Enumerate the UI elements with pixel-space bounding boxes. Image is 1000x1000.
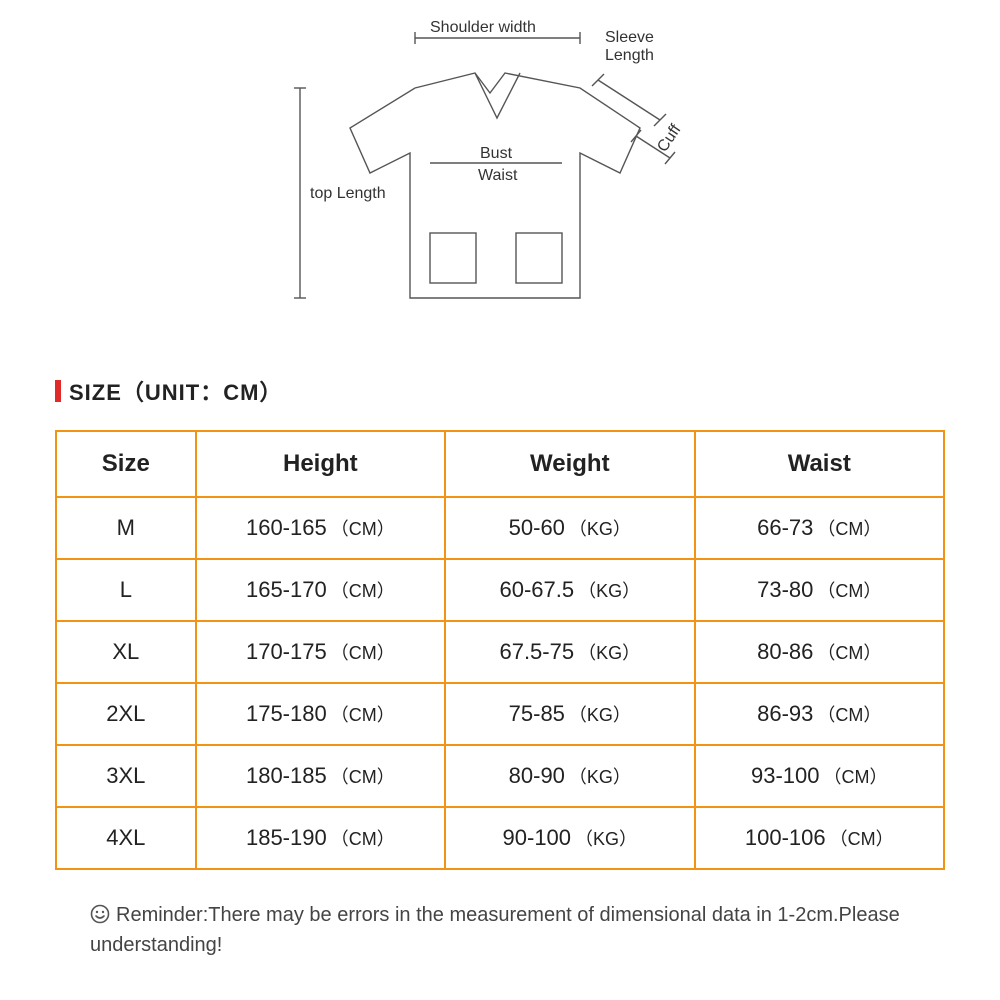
cell-height: 160-165 （CM） xyxy=(196,497,445,559)
cell-weight-unit: （KG） xyxy=(575,825,637,851)
cell-weight-unit: （KG） xyxy=(569,763,631,789)
cell-height-value: 170-175 xyxy=(246,639,327,665)
table-row: XL170-175 （CM）67.5-75 （KG）80-86 （CM） xyxy=(56,621,944,683)
cell-waist-unit: （CM） xyxy=(830,825,894,851)
col-header-weight: Weight xyxy=(445,431,694,497)
cell-waist-unit: （CM） xyxy=(817,515,881,541)
size-label: 4XL xyxy=(106,825,145,850)
col-header-waist: Waist xyxy=(695,431,944,497)
title-accent-bar xyxy=(55,380,61,402)
cell-waist-value: 93-100 xyxy=(751,763,820,789)
cell-weight-value: 60-67.5 xyxy=(499,577,574,603)
cell-height-unit: （CM） xyxy=(331,825,395,851)
cell-weight: 67.5-75 （KG） xyxy=(445,621,694,683)
size-table: Size Height Weight Waist M160-165 （CM）50… xyxy=(55,430,945,870)
cell-height: 185-190 （CM） xyxy=(196,807,445,869)
cell-waist: 80-86 （CM） xyxy=(695,621,944,683)
cell-weight-unit: （KG） xyxy=(578,639,640,665)
cell-size: 4XL xyxy=(56,807,196,869)
top-length-label: top Length xyxy=(310,185,386,202)
garment-diagram: Shoulder width Sleeve Length Cuff Bust W… xyxy=(280,18,700,308)
cell-weight: 80-90 （KG） xyxy=(445,745,694,807)
cell-weight: 90-100 （KG） xyxy=(445,807,694,869)
cell-weight-value: 50-60 xyxy=(509,515,565,541)
sleeve-length-label-1: Sleeve xyxy=(605,29,654,46)
cell-height: 180-185 （CM） xyxy=(196,745,445,807)
smile-icon xyxy=(90,903,110,923)
cell-waist: 86-93 （CM） xyxy=(695,683,944,745)
size-label: L xyxy=(120,577,132,602)
cell-waist-unit: （CM） xyxy=(824,763,888,789)
cell-size: 3XL xyxy=(56,745,196,807)
cell-height-unit: （CM） xyxy=(331,639,395,665)
cell-size: XL xyxy=(56,621,196,683)
cell-weight-value: 80-90 xyxy=(509,763,565,789)
cell-height-unit: （CM） xyxy=(331,515,395,541)
cell-waist: 100-106 （CM） xyxy=(695,807,944,869)
size-label: 2XL xyxy=(106,701,145,726)
cell-height-value: 185-190 xyxy=(246,825,327,851)
cell-waist-value: 86-93 xyxy=(757,701,813,727)
cell-weight: 60-67.5 （KG） xyxy=(445,559,694,621)
cell-height: 170-175 （CM） xyxy=(196,621,445,683)
cell-weight-unit: （KG） xyxy=(569,701,631,727)
bust-label: Bust xyxy=(480,145,513,162)
cell-waist-unit: （CM） xyxy=(817,701,881,727)
cell-weight-value: 90-100 xyxy=(503,825,572,851)
reminder-text: Reminder:There may be errors in the meas… xyxy=(90,900,910,960)
size-label: M xyxy=(117,515,135,540)
cell-height-value: 165-170 xyxy=(246,577,327,603)
cell-waist: 66-73 （CM） xyxy=(695,497,944,559)
cell-size: 2XL xyxy=(56,683,196,745)
col-header-height: Height xyxy=(196,431,445,497)
cell-height-value: 160-165 xyxy=(246,515,327,541)
cell-waist-value: 66-73 xyxy=(757,515,813,541)
size-label: 3XL xyxy=(106,763,145,788)
shoulder-width-label: Shoulder width xyxy=(430,19,536,36)
cell-waist-value: 80-86 xyxy=(757,639,813,665)
table-header-row: Size Height Weight Waist xyxy=(56,431,944,497)
cell-weight: 75-85 （KG） xyxy=(445,683,694,745)
cell-weight-unit: （KG） xyxy=(569,515,631,541)
cell-waist-unit: （CM） xyxy=(817,577,881,603)
sleeve-length-label-2: Length xyxy=(605,47,654,64)
table-row: 2XL175-180 （CM）75-85 （KG）86-93 （CM） xyxy=(56,683,944,745)
reminder-message: Reminder:There may be errors in the meas… xyxy=(90,904,900,956)
cell-height-unit: （CM） xyxy=(331,701,395,727)
cell-height-value: 180-185 xyxy=(246,763,327,789)
cell-height-unit: （CM） xyxy=(331,577,395,603)
cell-height-value: 175-180 xyxy=(246,701,327,727)
cell-height: 175-180 （CM） xyxy=(196,683,445,745)
col-header-size: Size xyxy=(56,431,196,497)
cell-waist-unit: （CM） xyxy=(817,639,881,665)
size-label: XL xyxy=(112,639,139,664)
cell-waist-value: 100-106 xyxy=(745,825,826,851)
table-row: M160-165 （CM）50-60 （KG）66-73 （CM） xyxy=(56,497,944,559)
cell-weight-unit: （KG） xyxy=(578,577,640,603)
table-row: L165-170 （CM）60-67.5 （KG）73-80 （CM） xyxy=(56,559,944,621)
cell-weight-value: 75-85 xyxy=(509,701,565,727)
size-chart-title-row: SIZE（UNIT：CM） xyxy=(55,375,282,407)
size-chart-title: SIZE（UNIT：CM） xyxy=(69,375,282,407)
table-row: 3XL180-185 （CM）80-90 （KG）93-100 （CM） xyxy=(56,745,944,807)
cell-weight-value: 67.5-75 xyxy=(499,639,574,665)
cell-waist: 73-80 （CM） xyxy=(695,559,944,621)
cell-height: 165-170 （CM） xyxy=(196,559,445,621)
cell-size: M xyxy=(56,497,196,559)
cell-height-unit: （CM） xyxy=(331,763,395,789)
table-row: 4XL185-190 （CM）90-100 （KG）100-106 （CM） xyxy=(56,807,944,869)
cell-waist-value: 73-80 xyxy=(757,577,813,603)
cell-size: L xyxy=(56,559,196,621)
waist-label: Waist xyxy=(478,167,518,184)
cell-weight: 50-60 （KG） xyxy=(445,497,694,559)
cell-waist: 93-100 （CM） xyxy=(695,745,944,807)
